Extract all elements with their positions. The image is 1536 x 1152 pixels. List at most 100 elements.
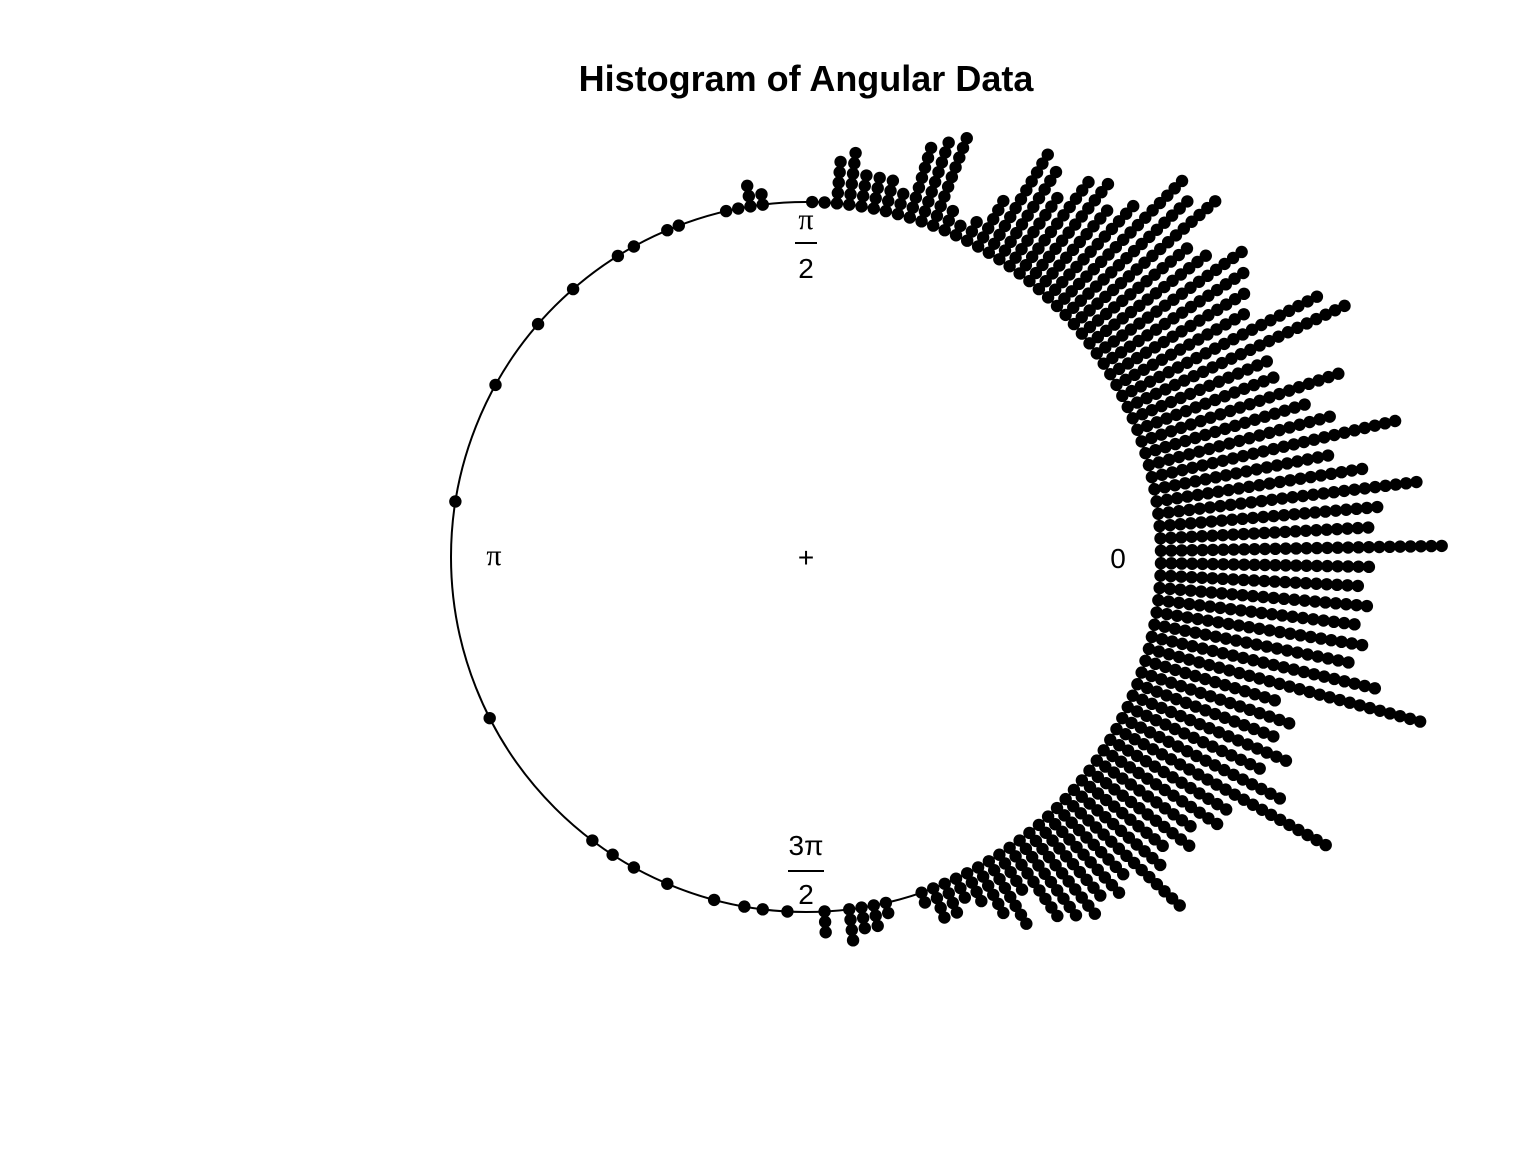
data-dot (1206, 456, 1219, 470)
data-dot (1152, 456, 1166, 469)
data-dot (1248, 542, 1261, 556)
data-dot (1233, 434, 1246, 448)
data-dot (1174, 518, 1187, 531)
data-dot (1257, 445, 1270, 458)
data-dot (1237, 308, 1251, 321)
data-dot (818, 905, 831, 918)
data-dot (960, 234, 974, 247)
data-dot (1182, 839, 1196, 852)
data-dot (971, 861, 985, 874)
data-dot (927, 882, 940, 895)
data-dot (1335, 465, 1348, 479)
data-dot (1196, 459, 1209, 472)
data-dot (1383, 707, 1397, 720)
data-dot (1170, 408, 1183, 422)
data-dot (1208, 393, 1222, 407)
data-dot (1164, 395, 1178, 409)
data-dot (1160, 689, 1173, 702)
data-dot (927, 219, 940, 232)
data-dot (1170, 492, 1184, 505)
data-dot (1267, 371, 1280, 384)
data-dot (934, 901, 947, 915)
data-dot (858, 921, 871, 935)
data-dot (1162, 453, 1176, 466)
data-dot (942, 136, 955, 149)
data-dot (1187, 731, 1200, 744)
data-dot (1264, 808, 1278, 822)
data-dot (938, 224, 951, 237)
data-dot (1184, 820, 1197, 833)
data-dot (1267, 509, 1280, 523)
data-dot (1279, 542, 1292, 555)
data-dot (1218, 422, 1232, 436)
data-dot (1155, 701, 1168, 715)
data-dot (925, 185, 938, 199)
data-dot (1331, 541, 1344, 554)
data-dot (993, 228, 1006, 242)
data-dot (1202, 442, 1216, 456)
data-dot (1173, 758, 1187, 771)
data-dot (1025, 175, 1038, 188)
data-dot (1150, 495, 1163, 508)
data-dot (1267, 658, 1280, 672)
data-dot (1328, 428, 1341, 442)
data-dot (856, 189, 870, 203)
data-dot (1247, 527, 1261, 540)
data-dot (1196, 557, 1209, 571)
data-dot (627, 240, 641, 253)
data-dot (930, 891, 944, 905)
data-dot (1245, 323, 1259, 336)
data-dot (1289, 576, 1302, 589)
data-dot (1301, 648, 1314, 661)
data-dot (934, 199, 947, 213)
data-dot (1051, 191, 1064, 205)
data-dot (1128, 368, 1141, 382)
data-dot (1269, 558, 1282, 572)
data-dot (1310, 577, 1323, 590)
data-dot (1149, 387, 1163, 400)
data-dot (843, 903, 856, 916)
data-dot (1183, 338, 1196, 351)
data-dot (1165, 557, 1178, 570)
data-dot (1139, 654, 1152, 667)
data-dot (1312, 374, 1325, 387)
data-dot (1258, 558, 1272, 572)
data-dot (1206, 361, 1219, 374)
data-dot (1237, 793, 1251, 806)
data-dot (918, 205, 932, 218)
data-dot (1219, 298, 1233, 311)
data-dot (1403, 712, 1417, 726)
data-dot (970, 885, 983, 899)
data-dot (1162, 506, 1175, 519)
data-dot (1320, 523, 1333, 536)
data-dot (1311, 451, 1325, 464)
data-dot (1339, 503, 1353, 516)
data-dot (879, 204, 893, 218)
data-dot (1304, 470, 1317, 484)
data-dot (1191, 612, 1204, 626)
data-dot (1184, 584, 1197, 597)
data-dot (1145, 669, 1158, 683)
data-dot (921, 151, 935, 165)
data-dot (1193, 383, 1206, 397)
data-dot (1164, 676, 1178, 689)
data-dot (1228, 681, 1242, 695)
data-dot (1260, 640, 1273, 653)
data-dot (1358, 421, 1371, 435)
data-dot (1166, 330, 1179, 343)
data-dot (1233, 700, 1247, 713)
data-dot (489, 378, 502, 392)
data-dot (946, 204, 960, 218)
data-dot (1155, 399, 1168, 413)
data-dot (1215, 744, 1229, 758)
data-dot (1185, 557, 1199, 570)
data-dot (1323, 691, 1336, 704)
data-dot (1335, 635, 1348, 649)
data-dot (1300, 559, 1313, 572)
data-dot (1175, 325, 1188, 338)
data-dot (1156, 839, 1169, 853)
data-dot (661, 877, 674, 890)
data-dot (1246, 589, 1260, 603)
data-dot (1227, 558, 1240, 571)
